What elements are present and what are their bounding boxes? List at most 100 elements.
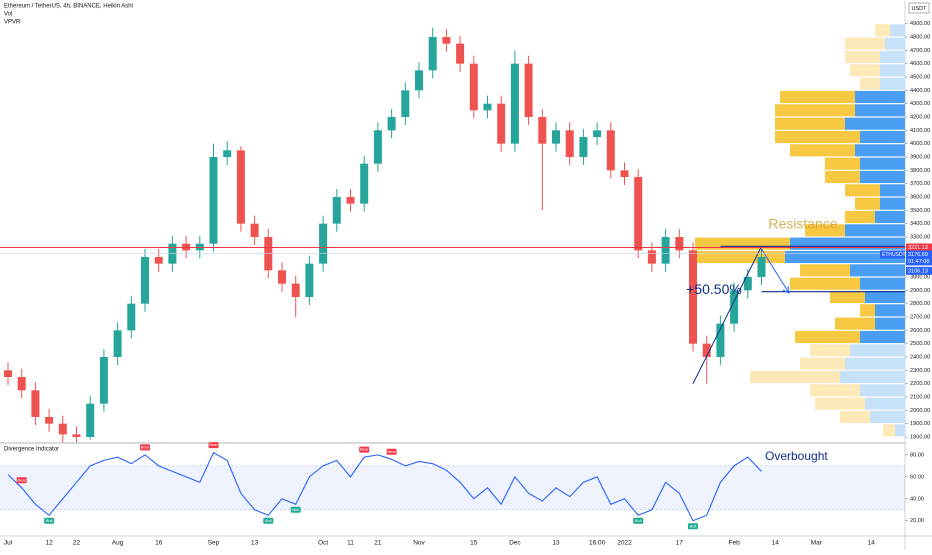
x-tick-label: Mar bbox=[811, 540, 823, 547]
indicator-tick-label: 40.00 bbox=[910, 496, 924, 502]
x-tick-label: 22 bbox=[73, 540, 81, 547]
candle-body bbox=[647, 250, 656, 264]
profile-up bbox=[695, 250, 785, 264]
indicator-tick-label: 80.00 bbox=[910, 452, 924, 458]
countdown: 01:47:08 bbox=[908, 259, 929, 265]
candle-body bbox=[31, 390, 40, 417]
x-tick-label: 13 bbox=[552, 540, 560, 547]
profile-up bbox=[810, 344, 850, 357]
profile-up bbox=[815, 397, 865, 410]
currency-box[interactable] bbox=[908, 2, 930, 14]
signal-box bbox=[359, 446, 370, 453]
profile-down bbox=[890, 24, 905, 37]
y-tick-label: 4400.00 bbox=[910, 88, 930, 94]
profile-down bbox=[850, 264, 905, 277]
profile-up bbox=[810, 384, 860, 397]
y-tick-label: 3400.00 bbox=[910, 221, 930, 227]
signal-box bbox=[688, 523, 698, 530]
y-tick-label: 3000.00 bbox=[910, 274, 930, 280]
candle-body bbox=[702, 343, 711, 357]
profile-down bbox=[845, 117, 905, 130]
profile-up bbox=[830, 290, 865, 304]
indicator-band bbox=[0, 465, 905, 510]
profile-up bbox=[775, 104, 855, 117]
y-tick-label: 2400.00 bbox=[910, 354, 930, 360]
profile-up bbox=[835, 317, 875, 330]
indicator-name: VPVR bbox=[4, 20, 21, 26]
x-tick-label: Nov bbox=[413, 540, 425, 547]
candle-body bbox=[469, 63, 478, 111]
candle-body bbox=[17, 377, 26, 391]
price-label-box bbox=[906, 266, 932, 275]
indicator-annotation: Overbought bbox=[765, 449, 828, 463]
profile-up bbox=[805, 224, 845, 237]
y-tick-label: 3800.00 bbox=[910, 168, 930, 174]
candle-body bbox=[456, 43, 465, 64]
indicator-name: Vol bbox=[4, 12, 12, 18]
profile-down bbox=[895, 424, 905, 437]
y-tick-label: 4600.00 bbox=[910, 61, 930, 67]
candle-body bbox=[579, 137, 588, 157]
indicator-title: Divergence Indicator bbox=[4, 447, 59, 453]
signal-box bbox=[263, 517, 274, 524]
candle-body bbox=[195, 243, 204, 251]
profile-up bbox=[800, 264, 850, 277]
indicator-line bbox=[7, 451, 762, 522]
annotation: +50.50% bbox=[686, 281, 742, 297]
profile-down bbox=[860, 130, 905, 144]
candle-body bbox=[332, 197, 341, 224]
price-label-box bbox=[906, 243, 932, 252]
y-tick-label: 4700.00 bbox=[910, 48, 930, 54]
candle-body bbox=[182, 243, 191, 251]
candle-body bbox=[113, 330, 122, 357]
profile-down bbox=[855, 90, 905, 104]
signal-box bbox=[208, 442, 219, 449]
profile-down bbox=[875, 210, 905, 224]
profile-up bbox=[850, 64, 880, 77]
candle-body bbox=[634, 177, 643, 251]
x-tick-label: Feb bbox=[728, 540, 740, 547]
profile-down bbox=[845, 357, 905, 370]
candle-body bbox=[497, 103, 506, 144]
candle-body bbox=[154, 257, 163, 264]
profile-down bbox=[840, 370, 905, 384]
candle-body bbox=[127, 303, 136, 331]
x-tick-label: Sep bbox=[208, 540, 220, 547]
signal-label: Bear bbox=[209, 442, 218, 447]
candle-body bbox=[757, 257, 766, 277]
candle-body bbox=[538, 117, 547, 144]
profile-down bbox=[870, 410, 905, 424]
signal-label: Bull bbox=[635, 518, 642, 523]
candle-body bbox=[305, 263, 314, 297]
y-tick-label: 2600.00 bbox=[910, 328, 930, 334]
candle-body bbox=[524, 63, 533, 117]
candle-body bbox=[99, 357, 108, 404]
profile-down bbox=[875, 317, 905, 330]
x-tick-label: 15 bbox=[470, 540, 478, 547]
profile-up bbox=[845, 37, 885, 50]
price-label: 3106.13 bbox=[908, 268, 928, 274]
x-tick-label: 11 bbox=[347, 540, 354, 547]
arrow-head bbox=[782, 285, 790, 294]
profile-up bbox=[875, 24, 890, 37]
profile-down bbox=[885, 37, 905, 50]
profile-down bbox=[860, 157, 905, 170]
profile-down bbox=[880, 77, 905, 90]
candle-body bbox=[45, 417, 54, 424]
x-tick-label: Dec bbox=[509, 540, 521, 547]
x-tick-label: 16:00 bbox=[589, 540, 606, 547]
currency-label[interactable]: USDT bbox=[912, 6, 928, 12]
signal-box bbox=[633, 517, 644, 524]
price-label: 3176.69 bbox=[908, 252, 928, 258]
profile-up bbox=[790, 144, 855, 157]
y-tick-label: 3500.00 bbox=[910, 208, 930, 214]
candle-body bbox=[236, 150, 245, 224]
signal-label: Bear bbox=[17, 477, 26, 482]
symbol-label: ETHUSDT bbox=[882, 252, 906, 258]
x-tick-label: 14 bbox=[772, 540, 780, 547]
y-tick-label: 4000.00 bbox=[910, 141, 930, 147]
x-tick-label: 14 bbox=[867, 540, 875, 547]
profile-down bbox=[860, 277, 905, 290]
